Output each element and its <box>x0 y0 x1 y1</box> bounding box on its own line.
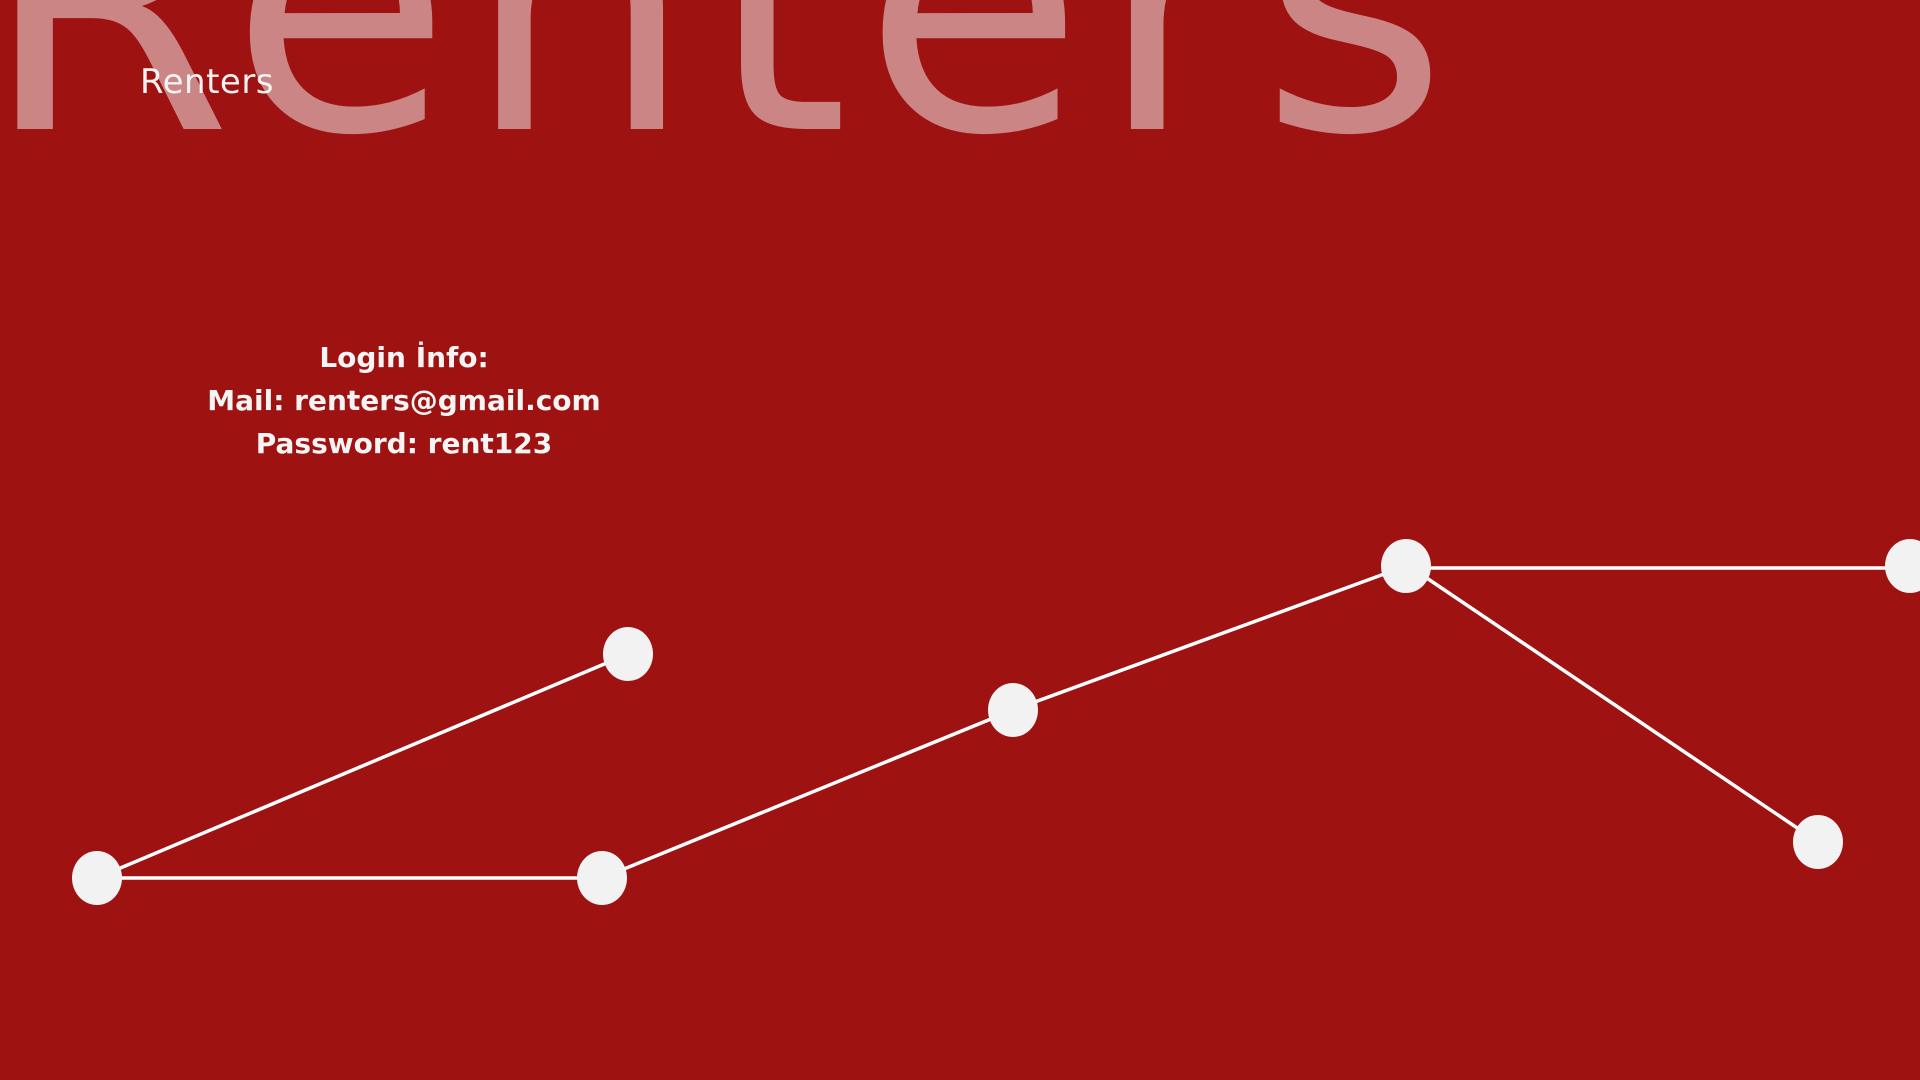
graph-node <box>603 627 653 681</box>
graph-node <box>1885 539 1920 593</box>
login-info-password: Password: rent123 <box>255 427 553 460</box>
brand-logo-text[interactable]: Renters <box>140 62 275 102</box>
login-info-block: Login İnfo: Mail: renters@gmail.com Pass… <box>150 336 658 465</box>
graph-node <box>988 683 1038 737</box>
graph-node <box>1793 815 1843 869</box>
graph-node <box>577 851 627 905</box>
graph-node <box>1381 539 1431 593</box>
background-watermark-text: Renters <box>0 0 1462 214</box>
graph-node <box>72 851 122 905</box>
connector-line <box>91 652 629 882</box>
login-info-mail: Mail: renters@gmail.com <box>207 384 601 417</box>
connector-line <box>1012 564 1407 712</box>
login-info-heading: Login İnfo: <box>319 341 489 374</box>
connector-line <box>601 708 1014 880</box>
connector-line <box>1399 558 1819 844</box>
